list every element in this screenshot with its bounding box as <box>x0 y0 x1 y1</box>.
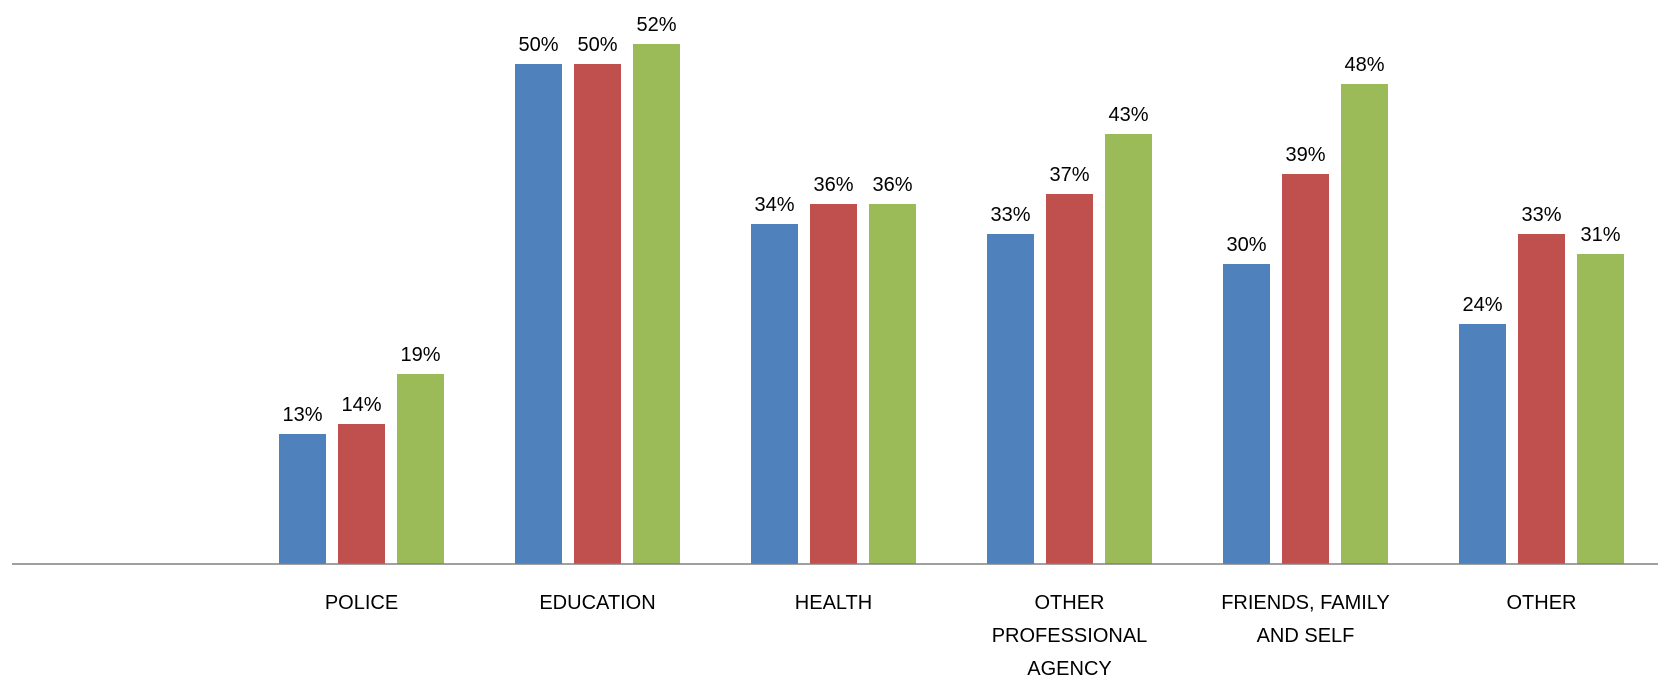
value-label-0-0: 13% <box>282 404 322 426</box>
bar-1-2 <box>633 44 680 564</box>
value-label-3-0: 33% <box>990 204 1030 226</box>
bar-1-0 <box>515 64 562 564</box>
category-label-line: FRIENDS, FAMILY <box>1221 592 1390 614</box>
value-labels-group: 13% 14% 19% 50% 50% 52% 34% 36% 36% 33% 37% 43% 30% 3… <box>282 14 1620 426</box>
value-label-2-1: 36% <box>813 174 853 196</box>
bars-group <box>279 44 1624 564</box>
category-label-3: OTHER PROFESSIONAL AGENCY <box>992 592 1148 677</box>
value-label-5-1: 33% <box>1521 204 1561 226</box>
value-label-5-2: 31% <box>1580 224 1620 246</box>
bar-2-0 <box>751 224 798 564</box>
category-label-line: POLICE <box>325 592 398 614</box>
value-label-0-1: 14% <box>341 394 381 416</box>
bar-3-0 <box>987 234 1034 564</box>
bar-0-0 <box>279 434 326 564</box>
bar-5-0 <box>1459 324 1506 564</box>
category-label-1: EDUCATION <box>539 592 655 614</box>
value-label-1-1: 50% <box>577 34 617 56</box>
category-label-4: FRIENDS, FAMILY AND SELF <box>1221 592 1390 647</box>
value-label-4-1: 39% <box>1285 144 1325 166</box>
value-label-3-1: 37% <box>1049 164 1089 186</box>
bar-3-1 <box>1046 194 1093 564</box>
bar-4-0 <box>1223 264 1270 564</box>
category-label-line: HEALTH <box>795 592 872 614</box>
category-label-line: PROFESSIONAL <box>992 625 1148 647</box>
value-label-1-0: 50% <box>518 34 558 56</box>
value-label-5-0: 24% <box>1462 294 1502 316</box>
bar-0-1 <box>338 424 385 564</box>
category-labels-group: POLICE EDUCATION HEALTH OTHER PROFESSIONAL AG… <box>325 592 1577 677</box>
bar-2-2 <box>869 204 916 564</box>
value-label-1-2: 52% <box>636 14 676 36</box>
value-label-4-2: 48% <box>1344 54 1384 76</box>
bar-1-1 <box>574 64 621 564</box>
bar-4-2 <box>1341 84 1388 564</box>
value-label-4-0: 30% <box>1226 234 1266 256</box>
category-label-line: OTHER <box>1507 592 1577 614</box>
category-label-line: EDUCATION <box>539 592 655 614</box>
bar-2-1 <box>810 204 857 564</box>
value-label-3-2: 43% <box>1108 104 1148 126</box>
value-label-2-2: 36% <box>872 174 912 196</box>
category-label-line: AND SELF <box>1257 625 1355 647</box>
category-label-5: OTHER <box>1507 592 1577 614</box>
bar-5-1 <box>1518 234 1565 564</box>
bar-0-2 <box>397 374 444 564</box>
value-label-2-0: 34% <box>754 194 794 216</box>
category-label-line: AGENCY <box>1027 658 1111 677</box>
category-label-0: POLICE <box>325 592 398 614</box>
bar-4-1 <box>1282 174 1329 564</box>
bar-3-2 <box>1105 134 1152 564</box>
bar-5-2 <box>1577 254 1624 564</box>
category-label-line: OTHER <box>1035 592 1105 614</box>
category-label-2: HEALTH <box>795 592 872 614</box>
value-label-0-2: 19% <box>400 344 440 366</box>
